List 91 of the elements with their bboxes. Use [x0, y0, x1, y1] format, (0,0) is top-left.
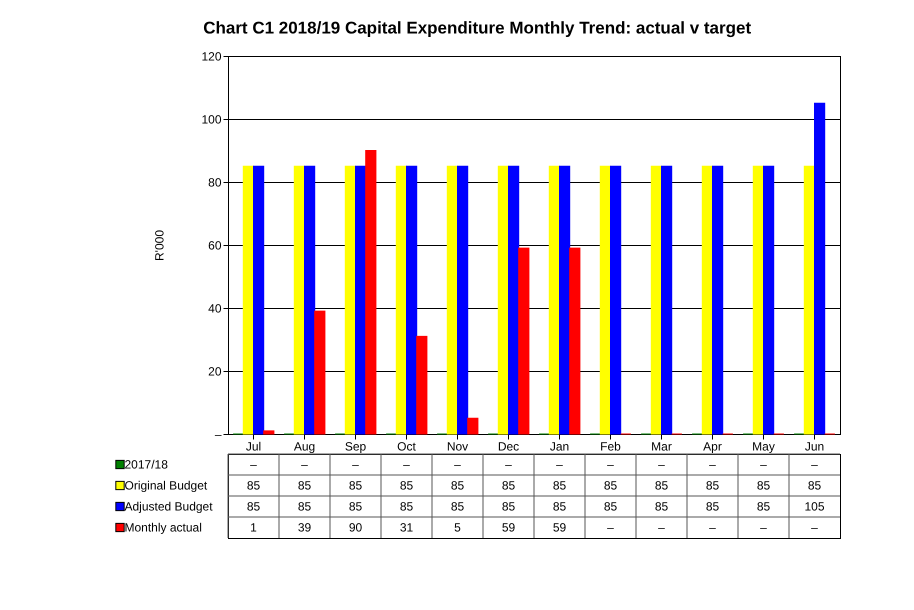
- bar: [712, 166, 724, 434]
- legend-label: Monthly actual: [124, 520, 202, 534]
- bar: [518, 248, 530, 434]
- bar: [569, 248, 580, 434]
- data-label: 85: [502, 478, 516, 492]
- x-tick-label: Nov: [446, 440, 468, 454]
- data-label: 5: [454, 520, 462, 534]
- data-label: –: [556, 458, 564, 472]
- bar: [763, 166, 774, 434]
- data-label: 85: [604, 500, 618, 514]
- x-tick-label: Dec: [498, 440, 520, 454]
- data-label: 1: [250, 520, 258, 534]
- bar: [416, 336, 428, 434]
- data-label: 85: [246, 500, 260, 514]
- data-label: 39: [298, 520, 312, 534]
- bar: [406, 166, 418, 434]
- data-label: 85: [502, 500, 516, 514]
- y-tick-label: 120: [201, 50, 222, 64]
- y-tick-label: 40: [208, 302, 222, 316]
- data-label: 85: [552, 478, 566, 492]
- data-label: 85: [298, 500, 312, 514]
- data-label: 85: [808, 478, 822, 492]
- y-tick-label: 80: [208, 176, 222, 190]
- x-tick-label: Aug: [294, 440, 316, 454]
- chart-title: Chart C1 2018/19 Capital Expenditure Monthly Trend: actual v target: [203, 18, 752, 38]
- bar: [253, 166, 264, 434]
- data-label: –: [760, 458, 768, 472]
- data-label: 59: [502, 520, 516, 534]
- y-axis-title: R'000: [152, 230, 166, 261]
- bar: [457, 166, 468, 434]
- bar: [304, 166, 316, 434]
- data-label: –: [250, 458, 258, 472]
- data-label: –: [658, 458, 666, 472]
- x-tick-label: May: [752, 440, 775, 454]
- data-label: 85: [246, 478, 260, 492]
- data-label: 85: [552, 500, 566, 514]
- legend-label: Original Budget: [124, 478, 208, 492]
- legend-label: Adjusted Budget: [124, 500, 214, 514]
- x-tick-label: Sep: [344, 440, 366, 454]
- bar: [365, 150, 376, 434]
- data-label: –: [454, 458, 462, 472]
- data-label: –: [709, 520, 716, 534]
- data-label: 85: [400, 500, 414, 514]
- x-tick-label: Apr: [703, 440, 722, 454]
- data-label: –: [811, 458, 818, 472]
- data-label: –: [760, 520, 768, 534]
- data-label: 85: [450, 478, 464, 492]
- bar: [314, 310, 326, 434]
- data-label: 85: [298, 478, 312, 492]
- data-label: 85: [756, 500, 770, 514]
- bar: [467, 418, 478, 434]
- data-label: –: [301, 458, 308, 472]
- x-tick-label: Mar: [651, 440, 672, 454]
- data-label: –: [403, 458, 410, 472]
- data-label: 85: [348, 478, 362, 492]
- bar: [508, 166, 520, 434]
- data-label: 85: [450, 500, 464, 514]
- bar: [661, 166, 672, 434]
- data-label: 85: [654, 478, 668, 492]
- data-label: 31: [400, 520, 414, 534]
- y-tick-label: 60: [208, 238, 222, 252]
- data-label: –: [607, 520, 614, 534]
- data-label: –: [505, 458, 512, 472]
- data-label: 85: [706, 500, 720, 514]
- data-label: 85: [706, 478, 720, 492]
- data-label: –: [607, 458, 614, 472]
- data-label: 85: [756, 478, 770, 492]
- bar: [263, 430, 274, 434]
- data-label: 90: [348, 520, 362, 534]
- x-tick-label: Feb: [600, 440, 622, 454]
- data-label: –: [352, 458, 360, 472]
- y-tick-label: 20: [208, 364, 222, 378]
- y-tick-label: –: [214, 428, 222, 442]
- data-label: –: [811, 520, 818, 534]
- data-label: 85: [348, 500, 362, 514]
- x-tick-label: Jul: [246, 440, 262, 454]
- bar: [559, 166, 570, 434]
- bar: [814, 102, 826, 434]
- data-label: 59: [552, 520, 566, 534]
- data-label: 85: [654, 500, 668, 514]
- x-tick-label: Jun: [804, 440, 824, 454]
- y-tick-label: 100: [201, 112, 222, 126]
- data-label: –: [709, 458, 716, 472]
- data-label: 85: [400, 478, 414, 492]
- x-tick-label: Jan: [550, 440, 570, 454]
- data-label: –: [658, 520, 666, 534]
- bar: [610, 166, 622, 434]
- legend-label: 2017/18: [124, 458, 168, 472]
- data-label: 85: [604, 478, 618, 492]
- data-label: 105: [804, 500, 825, 514]
- x-tick-label: Oct: [397, 440, 416, 454]
